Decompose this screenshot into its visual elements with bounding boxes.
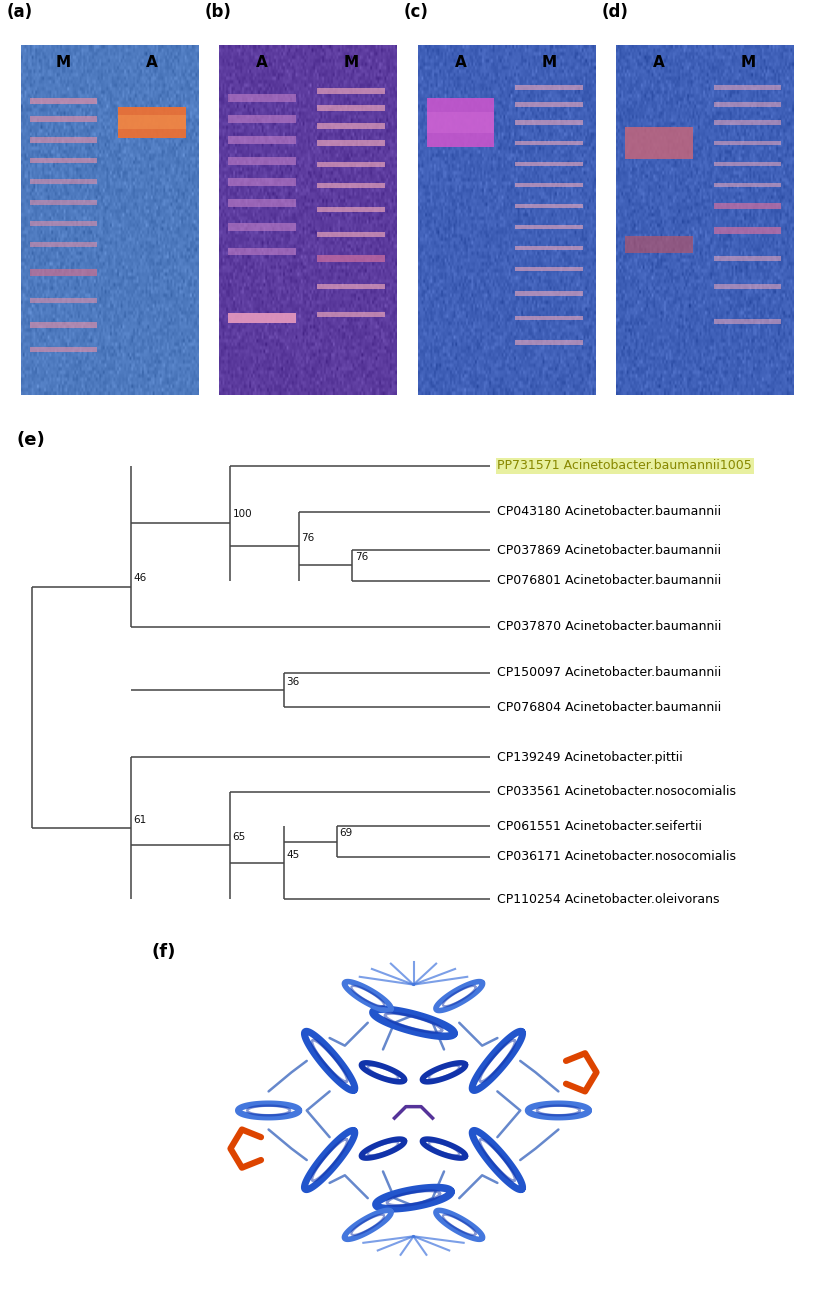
Text: CP043180 Acinetobacter.baumannii: CP043180 Acinetobacter.baumannii bbox=[498, 505, 722, 518]
Text: M: M bbox=[740, 56, 755, 70]
FancyBboxPatch shape bbox=[228, 157, 295, 164]
FancyBboxPatch shape bbox=[228, 247, 295, 255]
FancyBboxPatch shape bbox=[30, 137, 97, 142]
Text: CP037869 Acinetobacter.baumannii: CP037869 Acinetobacter.baumannii bbox=[498, 544, 722, 557]
FancyBboxPatch shape bbox=[228, 223, 295, 231]
FancyBboxPatch shape bbox=[317, 207, 385, 212]
Text: CP061551 Acinetobacter.seifertii: CP061551 Acinetobacter.seifertii bbox=[498, 820, 702, 833]
FancyBboxPatch shape bbox=[714, 141, 782, 145]
Text: (c): (c) bbox=[404, 3, 428, 21]
Text: 46: 46 bbox=[133, 572, 146, 583]
FancyBboxPatch shape bbox=[317, 88, 385, 93]
FancyBboxPatch shape bbox=[30, 347, 97, 352]
FancyBboxPatch shape bbox=[30, 269, 97, 276]
FancyBboxPatch shape bbox=[30, 322, 97, 328]
Text: 65: 65 bbox=[232, 833, 246, 842]
FancyBboxPatch shape bbox=[317, 140, 385, 146]
FancyBboxPatch shape bbox=[515, 162, 583, 166]
FancyBboxPatch shape bbox=[228, 95, 295, 101]
FancyBboxPatch shape bbox=[317, 123, 385, 128]
FancyBboxPatch shape bbox=[515, 141, 583, 145]
FancyBboxPatch shape bbox=[30, 201, 97, 205]
FancyBboxPatch shape bbox=[515, 225, 583, 229]
Text: 76: 76 bbox=[355, 553, 368, 562]
FancyBboxPatch shape bbox=[118, 106, 186, 139]
FancyBboxPatch shape bbox=[625, 236, 692, 254]
Text: CP037870 Acinetobacter.baumannii: CP037870 Acinetobacter.baumannii bbox=[498, 620, 722, 633]
FancyBboxPatch shape bbox=[30, 117, 97, 122]
Text: 36: 36 bbox=[286, 677, 299, 686]
Text: CP036171 Acinetobacter.nosocomialis: CP036171 Acinetobacter.nosocomialis bbox=[498, 851, 737, 864]
FancyBboxPatch shape bbox=[714, 120, 782, 124]
Text: CP150097 Acinetobacter.baumannii: CP150097 Acinetobacter.baumannii bbox=[498, 667, 722, 680]
FancyBboxPatch shape bbox=[30, 179, 97, 184]
Text: 69: 69 bbox=[339, 829, 352, 838]
FancyBboxPatch shape bbox=[515, 183, 583, 188]
FancyBboxPatch shape bbox=[317, 183, 385, 188]
FancyBboxPatch shape bbox=[714, 85, 782, 89]
Text: (a): (a) bbox=[7, 3, 32, 21]
FancyBboxPatch shape bbox=[30, 242, 97, 247]
Text: CP076801 Acinetobacter.baumannii: CP076801 Acinetobacter.baumannii bbox=[498, 574, 722, 587]
FancyBboxPatch shape bbox=[714, 203, 782, 210]
FancyBboxPatch shape bbox=[714, 256, 782, 260]
FancyBboxPatch shape bbox=[228, 136, 295, 144]
FancyBboxPatch shape bbox=[317, 284, 385, 289]
FancyBboxPatch shape bbox=[625, 127, 692, 159]
FancyBboxPatch shape bbox=[714, 228, 782, 234]
FancyBboxPatch shape bbox=[515, 246, 583, 250]
FancyBboxPatch shape bbox=[30, 98, 97, 105]
FancyBboxPatch shape bbox=[317, 162, 385, 167]
Text: 45: 45 bbox=[286, 850, 299, 860]
FancyBboxPatch shape bbox=[714, 285, 782, 289]
FancyBboxPatch shape bbox=[317, 105, 385, 111]
FancyBboxPatch shape bbox=[515, 120, 583, 124]
Text: A: A bbox=[146, 56, 158, 70]
FancyBboxPatch shape bbox=[30, 221, 97, 227]
FancyBboxPatch shape bbox=[427, 98, 494, 146]
Text: M: M bbox=[542, 56, 557, 70]
FancyBboxPatch shape bbox=[30, 298, 97, 303]
Text: A: A bbox=[256, 56, 268, 70]
Text: (d): (d) bbox=[602, 3, 629, 21]
FancyBboxPatch shape bbox=[515, 85, 583, 89]
Text: M: M bbox=[55, 56, 71, 70]
FancyBboxPatch shape bbox=[317, 255, 385, 262]
Text: 76: 76 bbox=[301, 534, 314, 543]
Text: (b): (b) bbox=[205, 3, 232, 21]
Text: 100: 100 bbox=[232, 509, 252, 519]
Text: M: M bbox=[343, 56, 358, 70]
FancyBboxPatch shape bbox=[228, 199, 295, 206]
FancyBboxPatch shape bbox=[515, 316, 583, 320]
Text: (e): (e) bbox=[17, 431, 45, 449]
Text: 61: 61 bbox=[133, 815, 146, 825]
Text: CP110254 Acinetobacter.oleivorans: CP110254 Acinetobacter.oleivorans bbox=[498, 892, 720, 905]
FancyBboxPatch shape bbox=[317, 312, 385, 317]
FancyBboxPatch shape bbox=[228, 115, 295, 123]
FancyBboxPatch shape bbox=[30, 158, 97, 163]
FancyBboxPatch shape bbox=[714, 162, 782, 167]
FancyBboxPatch shape bbox=[228, 313, 295, 322]
FancyBboxPatch shape bbox=[515, 267, 583, 271]
FancyBboxPatch shape bbox=[515, 205, 583, 208]
FancyBboxPatch shape bbox=[427, 111, 494, 133]
FancyBboxPatch shape bbox=[317, 232, 385, 237]
Text: CP076804 Acinetobacter.baumannii: CP076804 Acinetobacter.baumannii bbox=[498, 701, 722, 714]
Text: CP033561 Acinetobacter.nosocomialis: CP033561 Acinetobacter.nosocomialis bbox=[498, 785, 737, 798]
FancyBboxPatch shape bbox=[118, 115, 186, 130]
FancyBboxPatch shape bbox=[714, 183, 782, 188]
FancyBboxPatch shape bbox=[714, 320, 782, 324]
FancyBboxPatch shape bbox=[714, 102, 782, 107]
FancyBboxPatch shape bbox=[515, 341, 583, 344]
Text: A: A bbox=[454, 56, 466, 70]
FancyBboxPatch shape bbox=[515, 291, 583, 295]
Text: A: A bbox=[653, 56, 665, 70]
Text: CP139249 Acinetobacter.pittii: CP139249 Acinetobacter.pittii bbox=[498, 751, 683, 764]
FancyBboxPatch shape bbox=[515, 102, 583, 107]
FancyBboxPatch shape bbox=[228, 177, 295, 185]
Text: (f): (f) bbox=[151, 943, 176, 961]
Text: PP731571 Acinetobacter.baumannii1005: PP731571 Acinetobacter.baumannii1005 bbox=[498, 460, 753, 473]
